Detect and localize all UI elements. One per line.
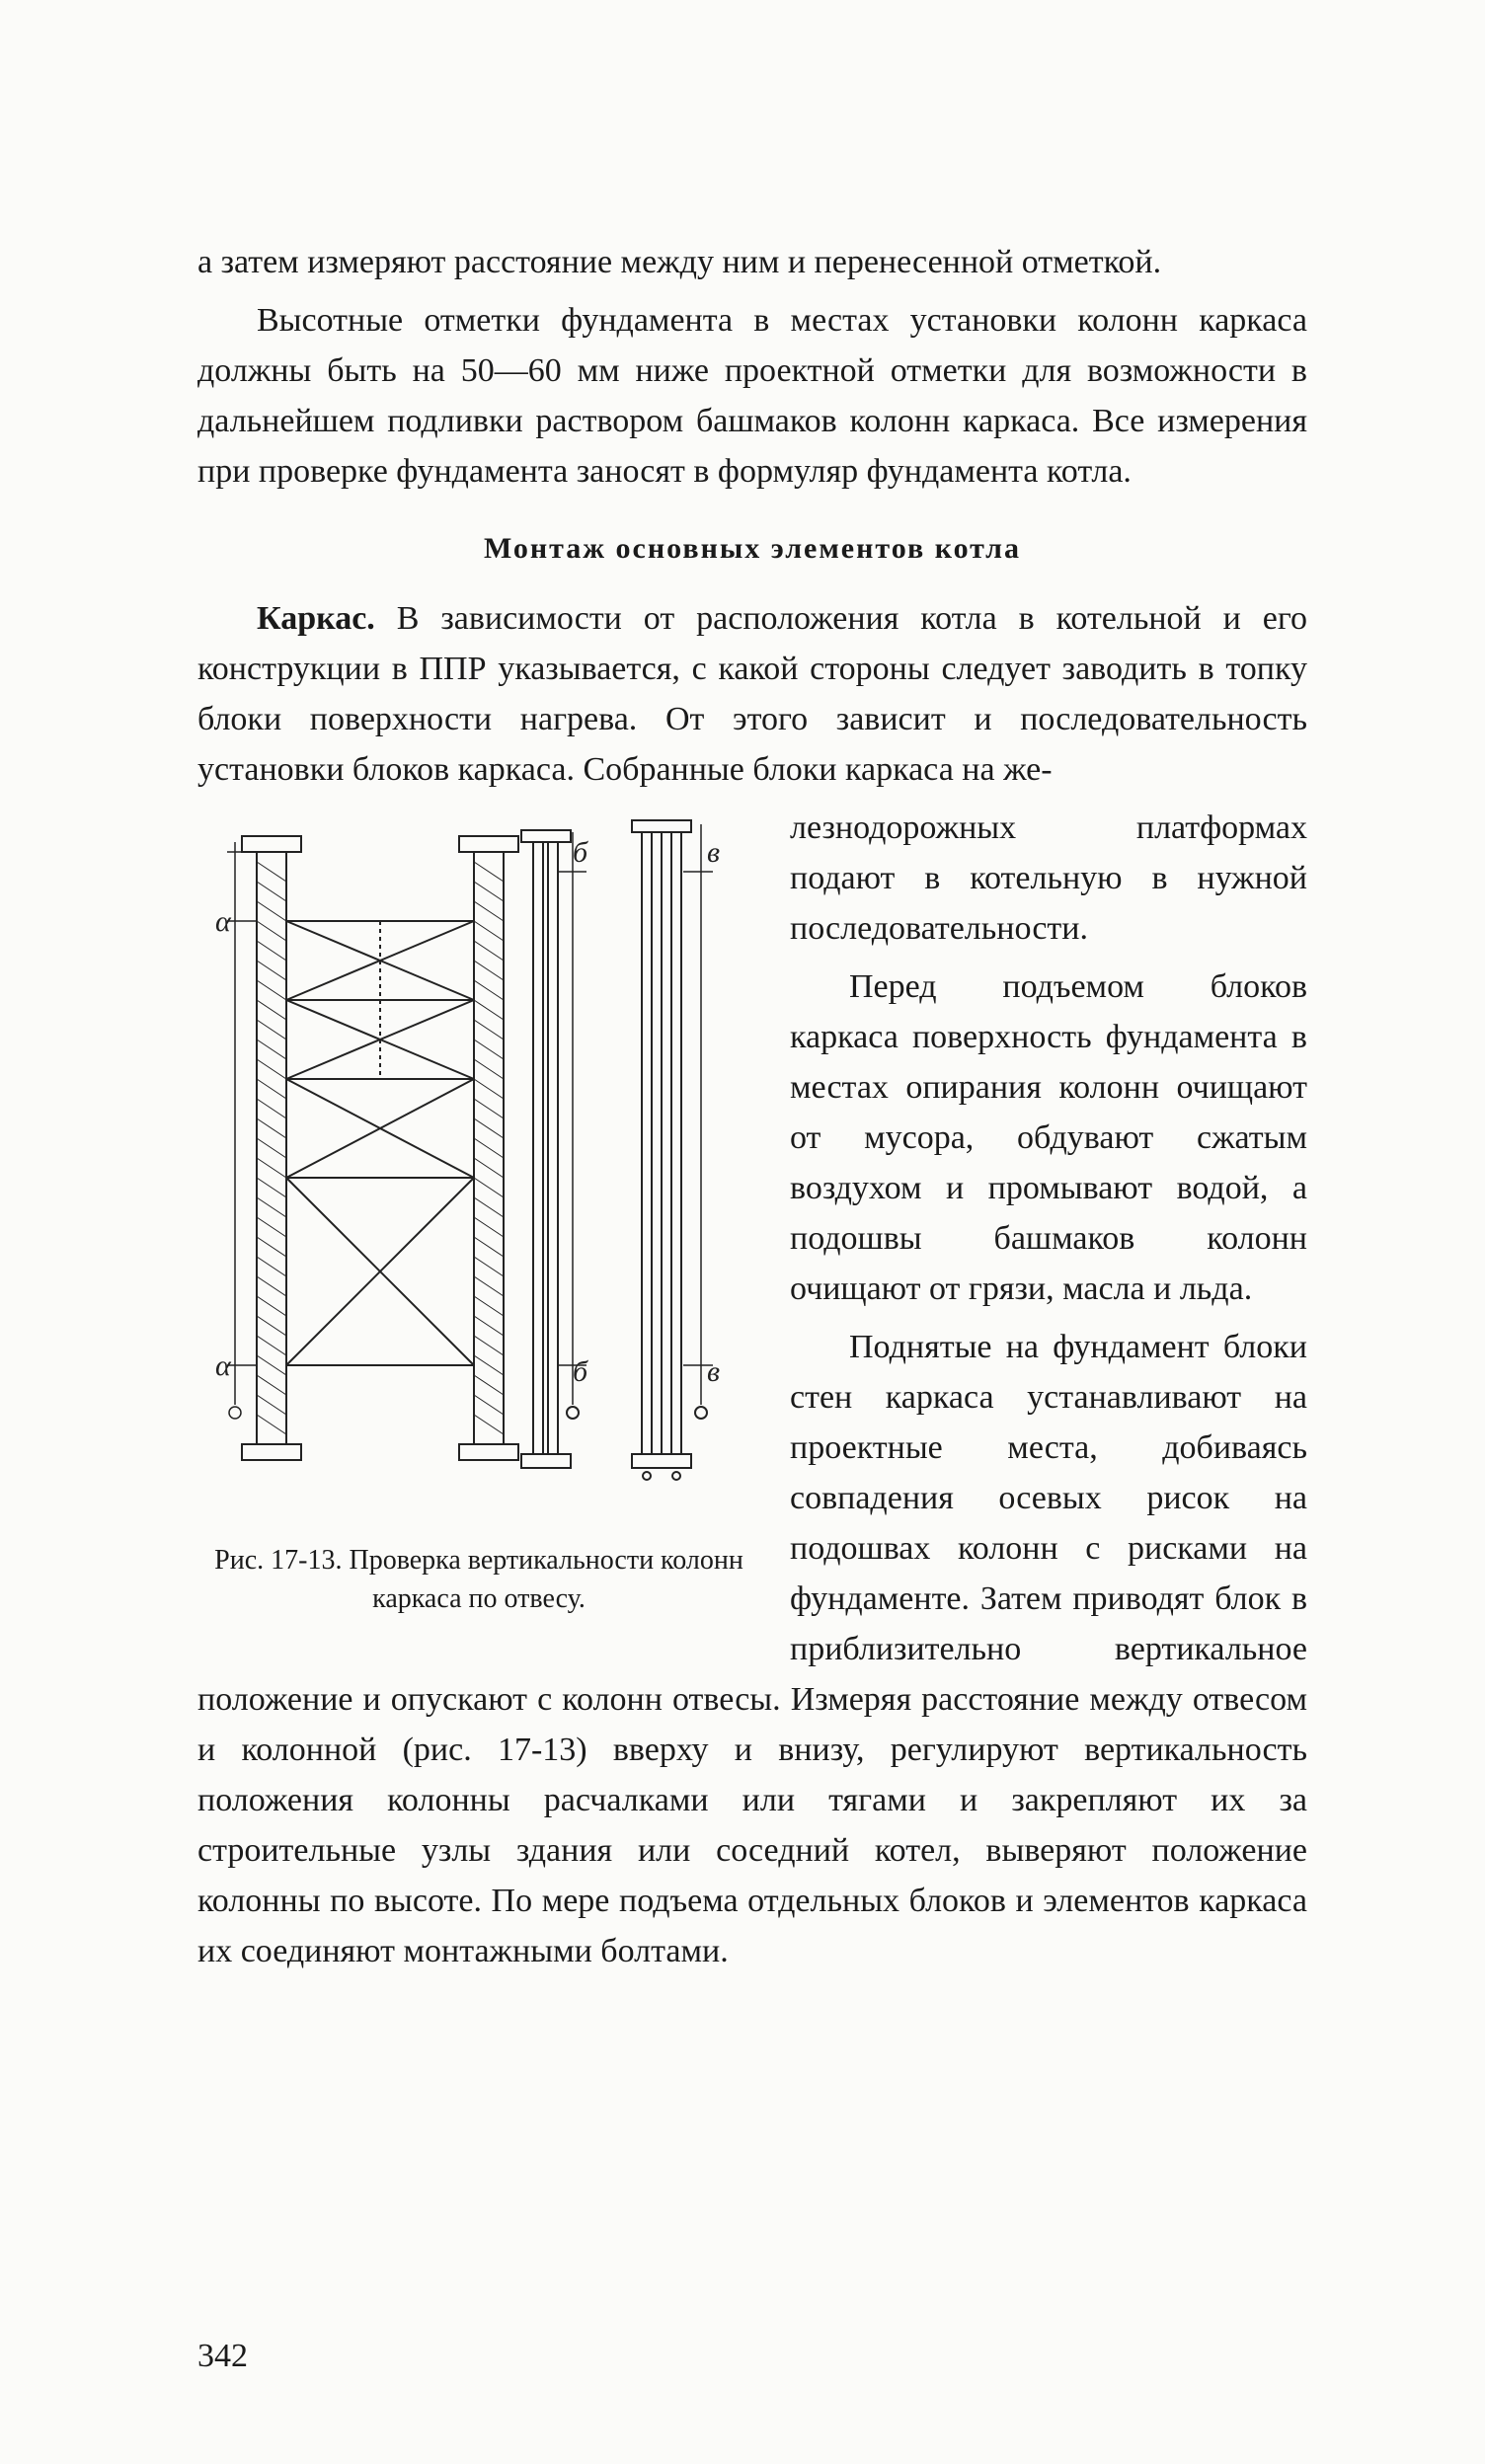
right-column bbox=[632, 820, 713, 1480]
figure-and-text-block: α α б б в в Рис. 17-13. Проверка вертика… bbox=[197, 803, 1307, 1984]
plumb-left bbox=[227, 842, 257, 1419]
label-a-bot: α bbox=[215, 1349, 232, 1382]
paragraph-1: а затем измеряют расстояние между ним и … bbox=[197, 237, 1307, 287]
figure-svg: α α б б в в bbox=[197, 812, 760, 1523]
paragraph-3: Каркас. В зависимости от расположения ко… bbox=[197, 593, 1307, 795]
label-a-top: α bbox=[215, 905, 232, 938]
figure-caption: Рис. 17-13. Проверка вертикальности коло… bbox=[197, 1541, 760, 1618]
label-v-top: в bbox=[707, 836, 720, 869]
label-b-bot: б bbox=[573, 1355, 588, 1388]
section-title: Монтаж основных элементов котла bbox=[197, 532, 1307, 566]
left-column bbox=[242, 836, 301, 1460]
cross-bracing bbox=[286, 921, 474, 1365]
label-b-top: б bbox=[573, 836, 588, 869]
page-number: 342 bbox=[197, 2338, 248, 2375]
label-v-bot: в bbox=[707, 1355, 720, 1388]
paragraph-2: Высотные отметки фундамента в местах уст… bbox=[197, 295, 1307, 497]
left-frame-right-column bbox=[459, 836, 518, 1460]
figure-17-13: α α б б в в Рис. 17-13. Проверка вертика… bbox=[197, 812, 760, 1618]
figure-drawing: α α б б в в bbox=[197, 812, 760, 1523]
scanned-page: а затем измеряют расстояние между ним и … bbox=[0, 0, 1485, 2464]
para3-lead: Каркас. bbox=[257, 600, 375, 637]
